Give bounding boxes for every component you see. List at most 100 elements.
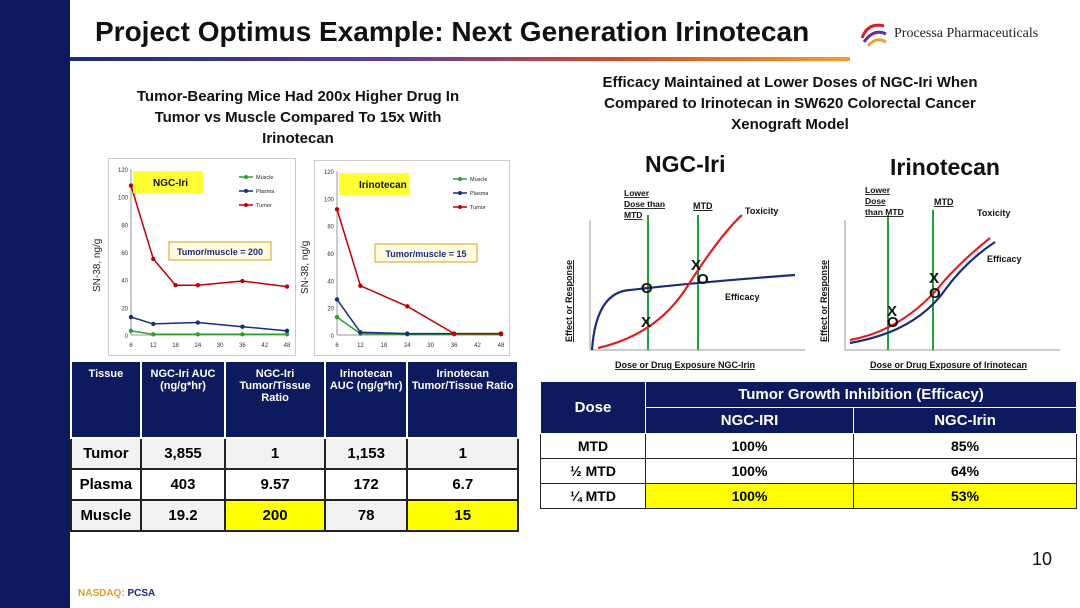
ratio-box — [374, 243, 478, 263]
effect-ylabel: Effect or Response — [819, 260, 829, 342]
data-point-plasma — [151, 321, 156, 327]
ngc-pk-chart-panel: 0 20 40 60 80 100 120 6 12 18 24 30 36 42 48 NGC-Iri Mus… — [108, 158, 296, 356]
legend-label: Tumor — [256, 203, 272, 209]
table-cell: 9.57 — [224, 468, 326, 501]
legend-label: Muscle — [256, 175, 273, 181]
table-cell: Tumor — [70, 437, 142, 470]
y-tick-label: 40 — [121, 279, 128, 285]
data-point-tumor — [128, 183, 134, 188]
pk-header-ngc-auc: NGC-Iri AUC (ng/g*hr) — [139, 360, 227, 439]
toxicity-marker-x: X — [641, 314, 651, 331]
x-tick-label: 12 — [150, 343, 157, 349]
table-cell: 1 — [224, 437, 326, 470]
page-number: 10 — [1032, 549, 1053, 569]
y-tick-label: 120 — [324, 170, 335, 176]
table-cell-highlight: 100% — [644, 483, 855, 509]
ngc-effect-chart: Effect or Response Dose or Drug Exposure … — [564, 188, 805, 370]
data-point-plasma — [284, 328, 290, 334]
table-row: MTD 100% 85% — [540, 433, 1077, 459]
table-cell: ¼ MTD — [540, 483, 646, 509]
table-cell: Muscle — [70, 499, 142, 532]
x-tick-label: 42 — [474, 343, 481, 349]
chart-tag-bg — [339, 173, 409, 195]
x-tick-label: 48 — [284, 343, 291, 349]
data-point-tumor — [358, 283, 363, 288]
data-point-muscle — [284, 332, 290, 337]
data-point-plasma — [334, 297, 340, 302]
efficacy-curve — [849, 241, 996, 345]
table-cell-highlight: 200 — [224, 499, 326, 532]
table-cell: Plasma — [70, 468, 142, 501]
legend-marker — [458, 205, 462, 209]
processa-swirl-icon — [860, 23, 887, 47]
pk-header-ngc-ratio: NGC-Iri Tumor/Tissue Ratio — [224, 360, 326, 439]
efficacy-marker-o: O — [887, 314, 899, 331]
ratio-box — [168, 241, 272, 261]
data-point-tumor — [240, 278, 245, 284]
table-cell: 85% — [853, 433, 1077, 459]
y-tick-label: 80 — [327, 225, 334, 231]
toxicity-label: Toxicity — [745, 206, 778, 216]
footer-ticker: NASDAQ: PCSA — [78, 588, 155, 599]
data-point-plasma — [405, 331, 410, 336]
iri-pk-chart-panel: 0 20 40 60 80 100 120 6 12 18 24 30 36 42 48 Irinotecan… — [314, 160, 510, 356]
legend-marker — [244, 203, 248, 207]
x-tick-label: 48 — [498, 343, 505, 349]
table-cell: ½ MTD — [540, 458, 646, 484]
data-point-tumor — [151, 256, 156, 262]
data-point-muscle — [128, 328, 134, 334]
toxicity-marker-x: X — [929, 270, 939, 287]
legend-label: Plasma — [256, 189, 275, 195]
x-tick-label: 36 — [239, 343, 246, 349]
legend-label: Plasma — [470, 191, 489, 197]
data-point-muscle — [334, 315, 340, 320]
efficacy-curve — [590, 273, 796, 351]
pk-header-iri-ratio: Irinotecan Tumor/Tissue Ratio — [406, 360, 519, 439]
toxicity-marker-x: X — [691, 257, 701, 274]
efficacy-marker-o: O — [697, 271, 709, 288]
left-heading: Tumor-Bearing Mice Had 200x Higher Drug … — [136, 88, 460, 147]
x-tick-label: 42 — [261, 343, 268, 349]
y-tick-label: 60 — [327, 252, 334, 258]
y-tick-label: 80 — [121, 223, 128, 229]
x-tick-label: 6 — [129, 343, 133, 349]
mtd-label: MTD — [934, 197, 954, 207]
efficacy-marker-o: O — [641, 280, 653, 297]
table-cell: 172 — [323, 468, 409, 501]
pk-header-tissue: Tissue — [70, 360, 142, 439]
lower-dose-label: Lower Dose than MTD — [624, 188, 665, 220]
right-heading: Efficacy Maintained at Lower Doses of NG… — [602, 74, 978, 133]
company-logo: Processa Pharmaceuticals — [858, 18, 1058, 52]
ratio-label: Tumor/muscle = 15 — [385, 249, 466, 259]
chart-tag: Irinotecan — [359, 180, 407, 191]
x-tick-label: 6 — [335, 343, 339, 349]
mtd-label: MTD — [693, 201, 713, 211]
toxicity-curve — [849, 237, 991, 342]
table-cell: 78 — [323, 499, 409, 532]
table-row: Muscle 19.2 200 78 15 — [70, 499, 519, 532]
eff-header-col2: NGC-Irin — [853, 407, 1077, 434]
footer-symbol: PCSA — [127, 588, 156, 599]
ngc-pk-chart: 0 20 40 60 80 100 120 6 12 18 24 30 36 42 48 NGC-Iri Mus… — [118, 168, 291, 349]
ngc-effect-title: NGC-Iri — [645, 151, 726, 177]
table-cell: 100% — [644, 458, 855, 484]
left-sidebar-band — [0, 0, 70, 608]
data-point-tumor — [498, 331, 504, 336]
table-cell: 19.2 — [139, 499, 227, 532]
y-tick-label: 120 — [118, 168, 129, 174]
data-point-tumor — [405, 304, 410, 309]
x-tick-label: 30 — [217, 343, 224, 349]
page-title: Project Optimus Example: Next Generation… — [95, 16, 810, 47]
pk-header-iri-auc: Irinotecan AUC (ng/g*hr) — [323, 360, 409, 439]
toxicity-marker-x: X — [887, 303, 897, 320]
iri-effect-chart: Effect or Response Dose or Drug Exposure … — [819, 185, 1060, 370]
eff-header-group: Tumor Growth Inhibition (Efficacy) — [645, 381, 1077, 408]
x-tick-label: 30 — [427, 343, 434, 349]
efficacy-label: Efficacy — [725, 292, 760, 302]
footer-exchange: NASDAQ: — [78, 588, 125, 599]
series-line-tumor — [130, 185, 288, 288]
y-tick-label: 100 — [324, 197, 335, 203]
y-tick-label: 20 — [327, 307, 334, 313]
y-tick-label: 20 — [121, 306, 128, 312]
x-tick-label: 36 — [451, 343, 458, 349]
